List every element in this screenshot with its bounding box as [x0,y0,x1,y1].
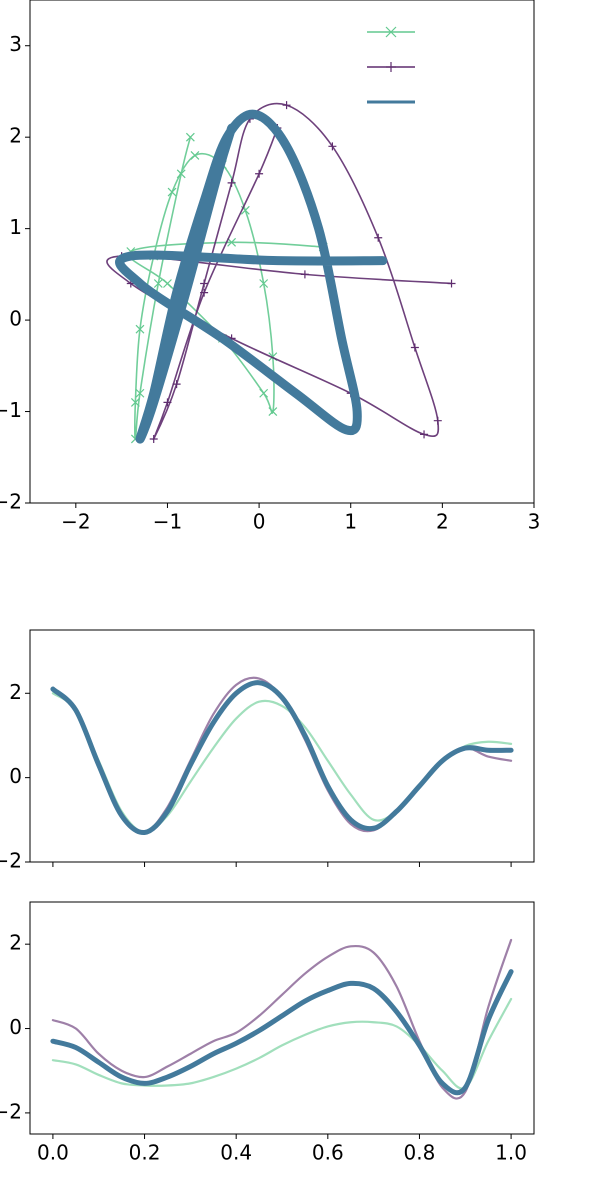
marker [259,279,269,288]
x-tick-label: 0.6 [312,1141,344,1165]
marker [167,187,177,197]
series-line [51,938,513,1100]
marker [255,169,264,178]
series-line [51,997,513,1090]
y-tick-label: −1 [0,398,22,422]
marker [410,343,419,352]
marker [374,233,383,242]
series-line [115,109,388,444]
y-tick-label: −2 [0,490,22,514]
marker [185,132,195,142]
y-tick-label: −2 [0,849,22,873]
marker [328,142,337,151]
marker [172,380,181,389]
plot-area [50,938,514,1100]
series-line [50,969,514,1096]
marker [135,388,145,398]
x-tick-label: 0.8 [404,1141,436,1165]
marker [153,279,163,288]
x-tick-label: 3 [528,510,541,534]
axes-frame [29,901,535,1135]
marker [176,169,186,179]
marker [163,398,172,407]
y-tick-label: −2 [0,1099,22,1123]
x-tick-label: −1 [153,510,182,534]
axes-frame [29,0,535,504]
marker [386,62,396,72]
marker [433,416,442,425]
x-tick-label: 0.4 [220,1141,252,1165]
marker [259,388,269,398]
marker [282,101,291,110]
y-tick-label: 0 [9,1015,22,1039]
x-tick-label: 1 [344,510,357,534]
x-tick-label: 0 [253,510,266,534]
series-line [50,680,514,835]
y-tick-label: 2 [9,931,22,955]
plot-area [50,676,514,835]
marker [200,279,209,288]
marker [420,430,429,439]
y-tick-label: 1 [9,215,22,239]
x-tick-label: 0.0 [37,1141,69,1165]
marker [227,178,236,187]
marker [268,407,278,416]
x-tick-label: 2 [436,510,449,534]
y-tick-label: 3 [9,32,22,56]
marker [190,151,200,160]
marker [130,397,140,407]
marker [300,270,309,279]
marker [200,288,209,297]
x-tick-label: 1.0 [495,1141,527,1165]
marker [447,279,456,288]
marker [227,237,237,247]
x-tick-label: 0.2 [129,1141,161,1165]
marker [385,26,397,38]
y-tick-label: 0 [9,764,22,788]
x-tick-label: −2 [61,510,90,534]
marker [163,279,172,288]
y-tick-label: 0 [9,307,22,331]
plot-area [106,101,456,444]
y-tick-label: 2 [9,124,22,148]
y-tick-label: 2 [9,680,22,704]
series-line [106,102,453,441]
marker [149,434,158,443]
axes-frame [29,629,535,863]
marker [135,324,145,334]
